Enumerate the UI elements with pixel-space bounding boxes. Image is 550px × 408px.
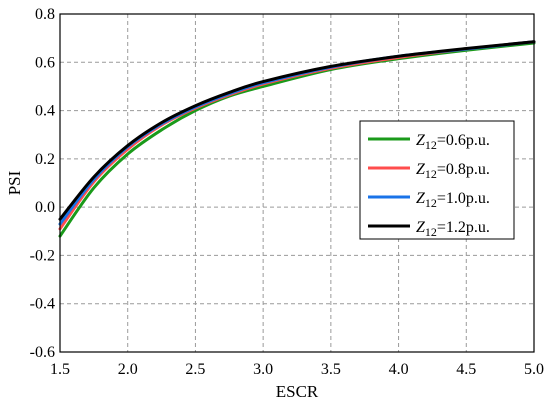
y-tick-label: -0.6	[30, 344, 55, 361]
series-layer	[58, 40, 536, 238]
legend-label: Z12=0.6p.u.	[416, 132, 490, 152]
tick-labels: 1.5 2.0 2.5 3.0 3.5 4.0 4.5 5.0 0.8 0.6 0.4 0.2 0.0 -…	[30, 6, 544, 378]
x-tick-label: 2.0	[118, 361, 138, 378]
plot-frame	[59, 13, 535, 353]
x-tick-label: 3.5	[321, 361, 341, 378]
legend: Z12=0.6p.u. Z12=0.8p.u. Z12=1.0p.u. Z12=1.2…	[359, 120, 515, 240]
legend-label: Z12=0.8p.u.	[416, 161, 490, 181]
x-tick-label: 4.0	[389, 361, 409, 378]
x-axis-title: ESCR	[276, 382, 319, 401]
series-line-4	[58, 40, 536, 221]
x-tick-label: 5.0	[524, 361, 544, 378]
grid	[60, 14, 534, 352]
y-tick-label: -0.2	[30, 247, 55, 264]
x-tick-label: 1.5	[50, 361, 70, 378]
x-tick-label: 2.5	[185, 361, 205, 378]
legend-label: Z12=1.0p.u.	[416, 190, 490, 210]
y-axis-title: PSI	[5, 170, 24, 195]
x-tick-label: 4.5	[456, 361, 476, 378]
legend-box	[359, 120, 515, 240]
x-tick-label: 3.0	[253, 361, 273, 378]
legend-label: Z12=1.2p.u.	[416, 219, 490, 239]
y-tick-label: 0.4	[35, 103, 55, 120]
y-tick-label: 0.8	[35, 6, 55, 23]
y-tick-label: 0.0	[35, 199, 55, 216]
y-tick-label: 0.6	[35, 54, 55, 71]
y-tick-label: 0.2	[35, 151, 55, 168]
y-tick-label: -0.4	[30, 296, 55, 313]
